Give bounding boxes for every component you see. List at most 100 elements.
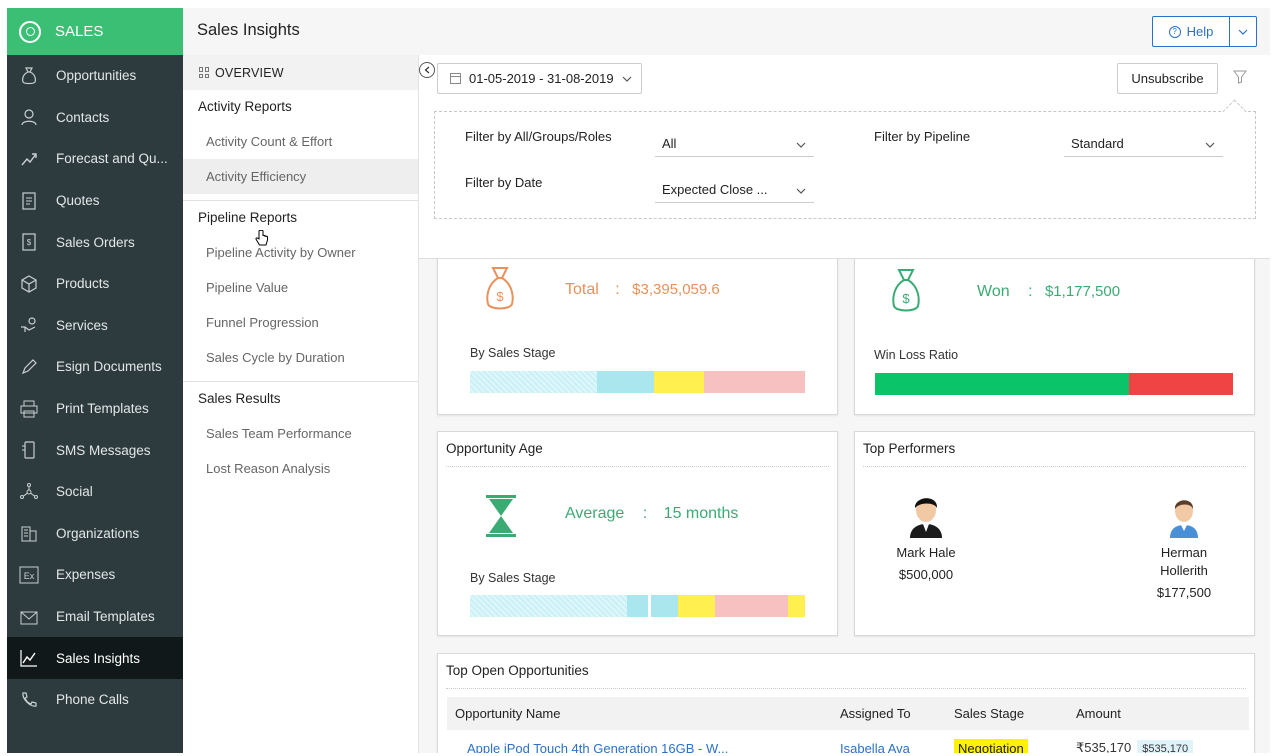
chevron-down-icon: [622, 76, 631, 82]
age-stage-segment[interactable]: [677, 595, 715, 617]
nav-item-esign-documents[interactable]: Esign Documents: [7, 346, 183, 388]
filter-options-box: Filter by All/Groups/Roles All Filter by…: [434, 111, 1256, 219]
nav-item-social[interactable]: Social: [7, 471, 183, 513]
mobile-phone-icon: [19, 440, 39, 460]
top-performers-title: Top Performers: [863, 441, 1246, 467]
report-sales-team-performance[interactable]: Sales Team Performance: [206, 426, 352, 441]
age-stage-segment[interactable]: [647, 595, 651, 617]
col-assigned-to[interactable]: Assigned To: [840, 706, 911, 721]
age-stage-segment[interactable]: [650, 595, 678, 617]
performer-2-amount: $177,500: [1156, 585, 1212, 600]
nav-item-contacts[interactable]: Contacts: [7, 97, 183, 139]
total-by-stage-label: By Sales Stage: [470, 346, 556, 360]
chevron-down-icon: [796, 142, 806, 148]
page-title: Sales Insights: [197, 21, 300, 39]
sales-logo-icon: [19, 20, 41, 43]
nav-item-label: Sales Insights: [56, 650, 141, 666]
assigned-to-link[interactable]: Isabella Ava: [840, 740, 910, 754]
sales-results-title: Sales Results: [198, 391, 281, 406]
total-separator: :: [615, 281, 620, 298]
service-hand-icon: [19, 315, 39, 335]
opportunity-age-card: Opportunity Age Average : 15 months By S…: [437, 431, 838, 636]
nav-item-sales-insights[interactable]: Sales Insights: [7, 637, 183, 679]
age-metric: Average : 15 months: [565, 505, 738, 523]
col-amount[interactable]: Amount: [1076, 706, 1121, 721]
total-stage-segment[interactable]: [654, 371, 705, 393]
performer-1-amount: $500,000: [898, 567, 954, 582]
report-activity-count-effort[interactable]: Activity Count & Effort: [206, 134, 333, 149]
nav-item-sms-messages[interactable]: SMS Messages: [7, 429, 183, 471]
unsubscribe-button[interactable]: Unsubscribe: [1117, 63, 1218, 94]
filter-groups-value: All: [662, 136, 677, 151]
person-icon: [19, 107, 39, 127]
filter-groups-select[interactable]: All: [655, 131, 814, 157]
win-loss-segment[interactable]: [875, 373, 1130, 395]
col-opportunity-name[interactable]: Opportunity Name: [455, 706, 561, 721]
age-stage-segment[interactable]: [714, 595, 789, 617]
nav-item-phone-calls[interactable]: Phone Calls: [7, 679, 183, 721]
report-pipeline-activity-by-owner[interactable]: Pipeline Activity by Owner: [206, 245, 356, 260]
nav-item-forecast-and-qu[interactable]: Forecast and Qu...: [7, 138, 183, 180]
date-range-picker[interactable]: 01-05-2019 - 31-08-2019: [437, 63, 642, 94]
nav-item-label: Forecast and Qu...: [56, 151, 168, 167]
won-value: $1,177,500: [1044, 283, 1121, 300]
col-sales-stage[interactable]: Sales Stage: [954, 706, 1025, 721]
nav-item-print-templates[interactable]: Print Templates: [7, 388, 183, 430]
filter-date-label: Filter by Date: [465, 175, 543, 190]
total-stage-segment[interactable]: [704, 371, 805, 393]
line-chart-icon: [19, 648, 39, 668]
nav-item-label: Products: [56, 276, 110, 292]
opportunity-age-title: Opportunity Age: [446, 441, 829, 467]
quote-document-icon: [19, 191, 39, 211]
performer-1[interactable]: Mark Hale $500,000: [875, 490, 977, 584]
nav-item-email-templates[interactable]: Email Templates: [7, 596, 183, 638]
hand-cursor-icon: [255, 230, 268, 246]
help-button[interactable]: ? Help: [1152, 16, 1230, 47]
overview-item[interactable]: OVERVIEW: [183, 55, 418, 90]
nav-item-products[interactable]: Products: [7, 263, 183, 305]
filter-funnel-icon[interactable]: [1233, 70, 1247, 84]
age-label: Average: [565, 505, 625, 522]
table-header-row: Opportunity Name Assigned To Sales Stage…: [447, 697, 1249, 730]
nav-item-opportunities[interactable]: Opportunities: [7, 55, 183, 97]
filter-pipeline-select[interactable]: Standard: [1064, 131, 1223, 157]
age-value: 15 months: [663, 505, 739, 522]
performer-2[interactable]: Herman Hollerith $177,500: [1133, 490, 1235, 602]
grid-icon: [199, 67, 210, 78]
amount-value: ₹535,170: [1076, 740, 1132, 753]
collapse-sidebar-button[interactable]: [419, 62, 435, 78]
svg-text:$: $: [902, 291, 910, 306]
nav-item-label: Services: [56, 317, 108, 333]
won-label: Won: [977, 283, 1010, 300]
help-dropdown-button[interactable]: [1230, 16, 1257, 47]
filter-date-select[interactable]: Expected Close ...: [655, 177, 814, 203]
report-lost-reason-analysis[interactable]: Lost Reason Analysis: [206, 461, 331, 476]
report-funnel-progression[interactable]: Funnel Progression: [206, 315, 319, 330]
age-stage-segment[interactable]: [788, 595, 805, 617]
total-stage-segment[interactable]: [470, 371, 598, 393]
win-loss-segment[interactable]: [1129, 373, 1233, 395]
filter-date-value: Expected Close ...: [662, 182, 768, 197]
report-sales-cycle-by-duration[interactable]: Sales Cycle by Duration: [206, 350, 345, 365]
app-window: SALES Opportunities Contacts Forecast and …: [7, 8, 1270, 753]
overview-label: OVERVIEW: [215, 65, 284, 80]
brand-header[interactable]: SALES: [7, 8, 183, 55]
opportunity-name-link[interactable]: Apple iPod Touch 4th Generation 16GB - W…: [467, 740, 729, 754]
filter-groups-label: Filter by All/Groups/Roles: [465, 129, 612, 144]
total-value: $3,395,059.6: [632, 281, 720, 298]
date-range-value: 01-05-2019 - 31-08-2019: [469, 71, 614, 86]
report-activity-efficiency[interactable]: Activity Efficiency: [183, 159, 418, 194]
report-pipeline-value[interactable]: Pipeline Value: [206, 280, 289, 295]
nav-item-label: Organizations: [56, 525, 140, 541]
nav-item-expenses[interactable]: Ex Expenses: [7, 554, 183, 596]
top-open-opportunities-card: Top Open Opportunities Opportunity Name …: [437, 653, 1255, 753]
age-stage-segment[interactable]: [470, 595, 628, 617]
age-separator: :: [642, 505, 648, 522]
age-by-stage-label: By Sales Stage: [470, 571, 556, 585]
nav-item-quotes[interactable]: Quotes: [7, 180, 183, 222]
nav-item-organizations[interactable]: Organizations: [7, 513, 183, 555]
age-stage-segment[interactable]: [627, 595, 648, 617]
total-stage-segment[interactable]: [597, 371, 655, 393]
nav-item-services[interactable]: Services: [7, 305, 183, 347]
nav-item-sales-orders[interactable]: $ Sales Orders: [7, 221, 183, 263]
